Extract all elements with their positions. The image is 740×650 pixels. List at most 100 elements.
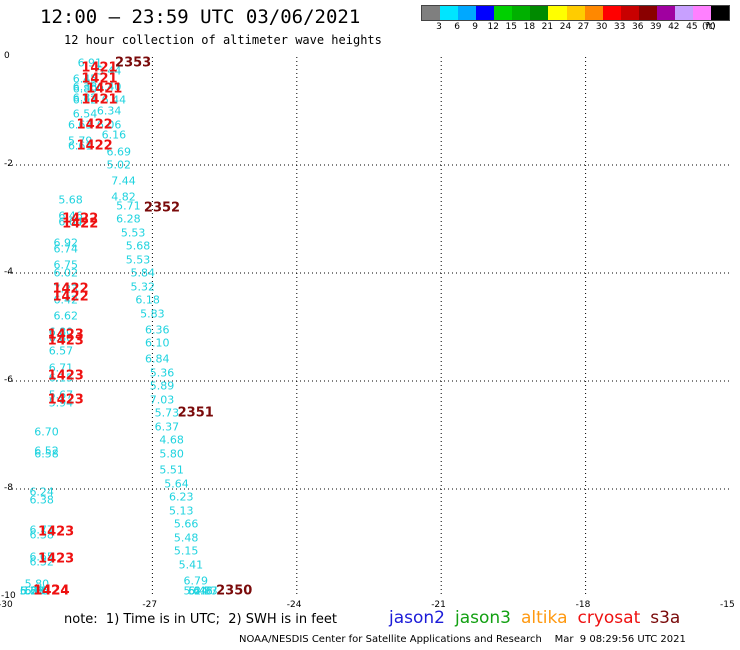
swh-value-label: 5.41 [178,558,204,572]
swh-value-label: 6.77 [29,523,54,536]
y-tick-label: 0 [4,51,10,61]
swh-value-label: 5.13 [169,504,194,518]
swh-value-label: 5.84 [130,266,156,280]
legend-label: 45 [686,22,698,32]
swh-value-label: 5.80 [159,447,184,461]
pass-time-label: 1423 [47,333,84,348]
y-tick-label: -2 [4,159,13,169]
map-grid [8,57,730,597]
footer-note: note: 1) Time is in UTC; 2) SWH is in fe… [64,612,337,627]
swh-value-label: 6.23 [169,490,194,504]
swh-value-label: 6.91 [77,56,103,70]
legend-label: 42 [668,22,680,32]
legend-label: 39 [650,22,662,32]
y-tick-label: -6 [4,375,13,385]
legend-swatch [530,6,549,20]
swh-value-label: 5.46 [188,584,213,598]
swh-value-label: 5.51 [159,463,184,477]
swh-value-label: 6.32 [29,555,54,569]
swh-value-label: 5.68 [125,239,151,253]
x-tick-label: -18 [575,600,591,610]
pass-time-label: 1423 [47,327,84,343]
swh-value-label: 6.40 [96,80,122,94]
swh-value-label: 6.70 [34,425,59,439]
swh-value-label: 5.02 [106,158,131,172]
swh-value-label: 5.89 [149,379,175,393]
pass-time-label: 2353 [115,55,152,71]
pass-time-label: 1424 [33,583,70,599]
legend-label: 12 [487,22,499,32]
x-tick-label: -24 [286,600,302,610]
swh-value-label: 6.71 [48,361,74,374]
swh-value-label: 7.44 [111,174,136,188]
legend-swatch [656,6,675,20]
swh-value-label: 5.67 [19,584,45,598]
swh-value-label: 6.42 [53,293,79,307]
swh-value-label: 6.73 [19,584,45,598]
swh-value-label: 6.74 [53,242,79,256]
pass-time-label: 1422 [76,117,113,132]
swh-value-label: 6.63 [67,118,93,131]
pass-time-label: 1423 [38,524,75,540]
legend-swatch [494,6,513,20]
swh-value-label: 5.32 [130,280,156,293]
legend-label: 6 [454,22,460,32]
swh-value-label: 5.68 [58,193,83,207]
swh-value-label: 6.10 [144,336,170,350]
pass-time-label: 2350 [216,583,253,599]
swh-value-label: 5.15 [173,544,199,558]
swh-value-label: 5.66 [173,517,199,531]
swh-value-label: 6.28 [116,212,141,226]
legend-label: 33 [613,22,626,32]
swh-value-label: 6.61 [67,139,93,153]
legend-swatch [620,6,639,20]
swh-value-label: 5.83 [140,307,165,320]
legend-label: 18 [523,22,536,32]
swh-value-label: 4.82 [111,190,136,204]
page-title: 12:00 – 23:59 UTC 03/06/2021 [40,6,361,28]
color-scale-legend [421,5,730,21]
legend-swatch [566,6,585,20]
swh-value-label: 6.69 [106,145,131,158]
swh-value-label: 5.33 [19,584,45,598]
legend-swatch [548,6,567,20]
swh-value-label: 6.36 [144,323,170,337]
swh-value-label: 5.65 [24,584,50,598]
legend-swatch [422,6,441,20]
legend-label: 70 [704,22,716,32]
swh-value-label: 5.80 [24,577,50,590]
swh-value-label: 5.28 [19,584,45,598]
swh-value-label: 6.52 [34,444,59,458]
pass-time-label: 1421 [81,71,118,87]
swh-value-label: 5.53 [125,253,151,266]
swh-value-label: 6.75 [53,258,79,272]
satellite-legend-item: altika [521,608,568,628]
swh-value-label: 5.73 [154,406,180,420]
pass-time-label: 1421 [81,60,118,76]
legend-label: 9 [472,22,479,32]
y-tick-label: -10 [1,591,16,601]
swh-value-label: 5.94 [48,396,74,410]
legend-label: 15 [505,22,518,32]
swh-value-label: 5.71 [116,199,141,212]
swh-value-label: 6.46 [58,209,83,223]
pass-time-label: 1424 [33,583,70,599]
swh-value-label: 5.36 [149,366,175,380]
pass-time-label: 1422 [62,211,99,227]
swh-value-label: 5.24 [183,584,208,598]
swh-value-label: 6.82 [72,91,98,104]
legend-label: 36 [631,22,644,32]
swh-value-label: 5.53 [120,226,146,239]
swh-value-label: 6.57 [48,344,74,358]
pass-time-label: 1422 [62,216,99,232]
legend-swatch [440,6,459,20]
swh-value-label: 4.83 [193,584,218,598]
pass-time-label: 1424 [33,583,70,599]
swh-value-label: 6.79 [183,574,208,588]
swh-value-label: 6.16 [101,128,127,142]
x-tick-label: -27 [142,600,158,610]
swh-value-label: 6.65 [29,550,54,563]
legend-label: 27 [577,22,590,32]
pass-time-label: 1421 [86,81,123,97]
pass-time-label: 2351 [177,405,214,421]
